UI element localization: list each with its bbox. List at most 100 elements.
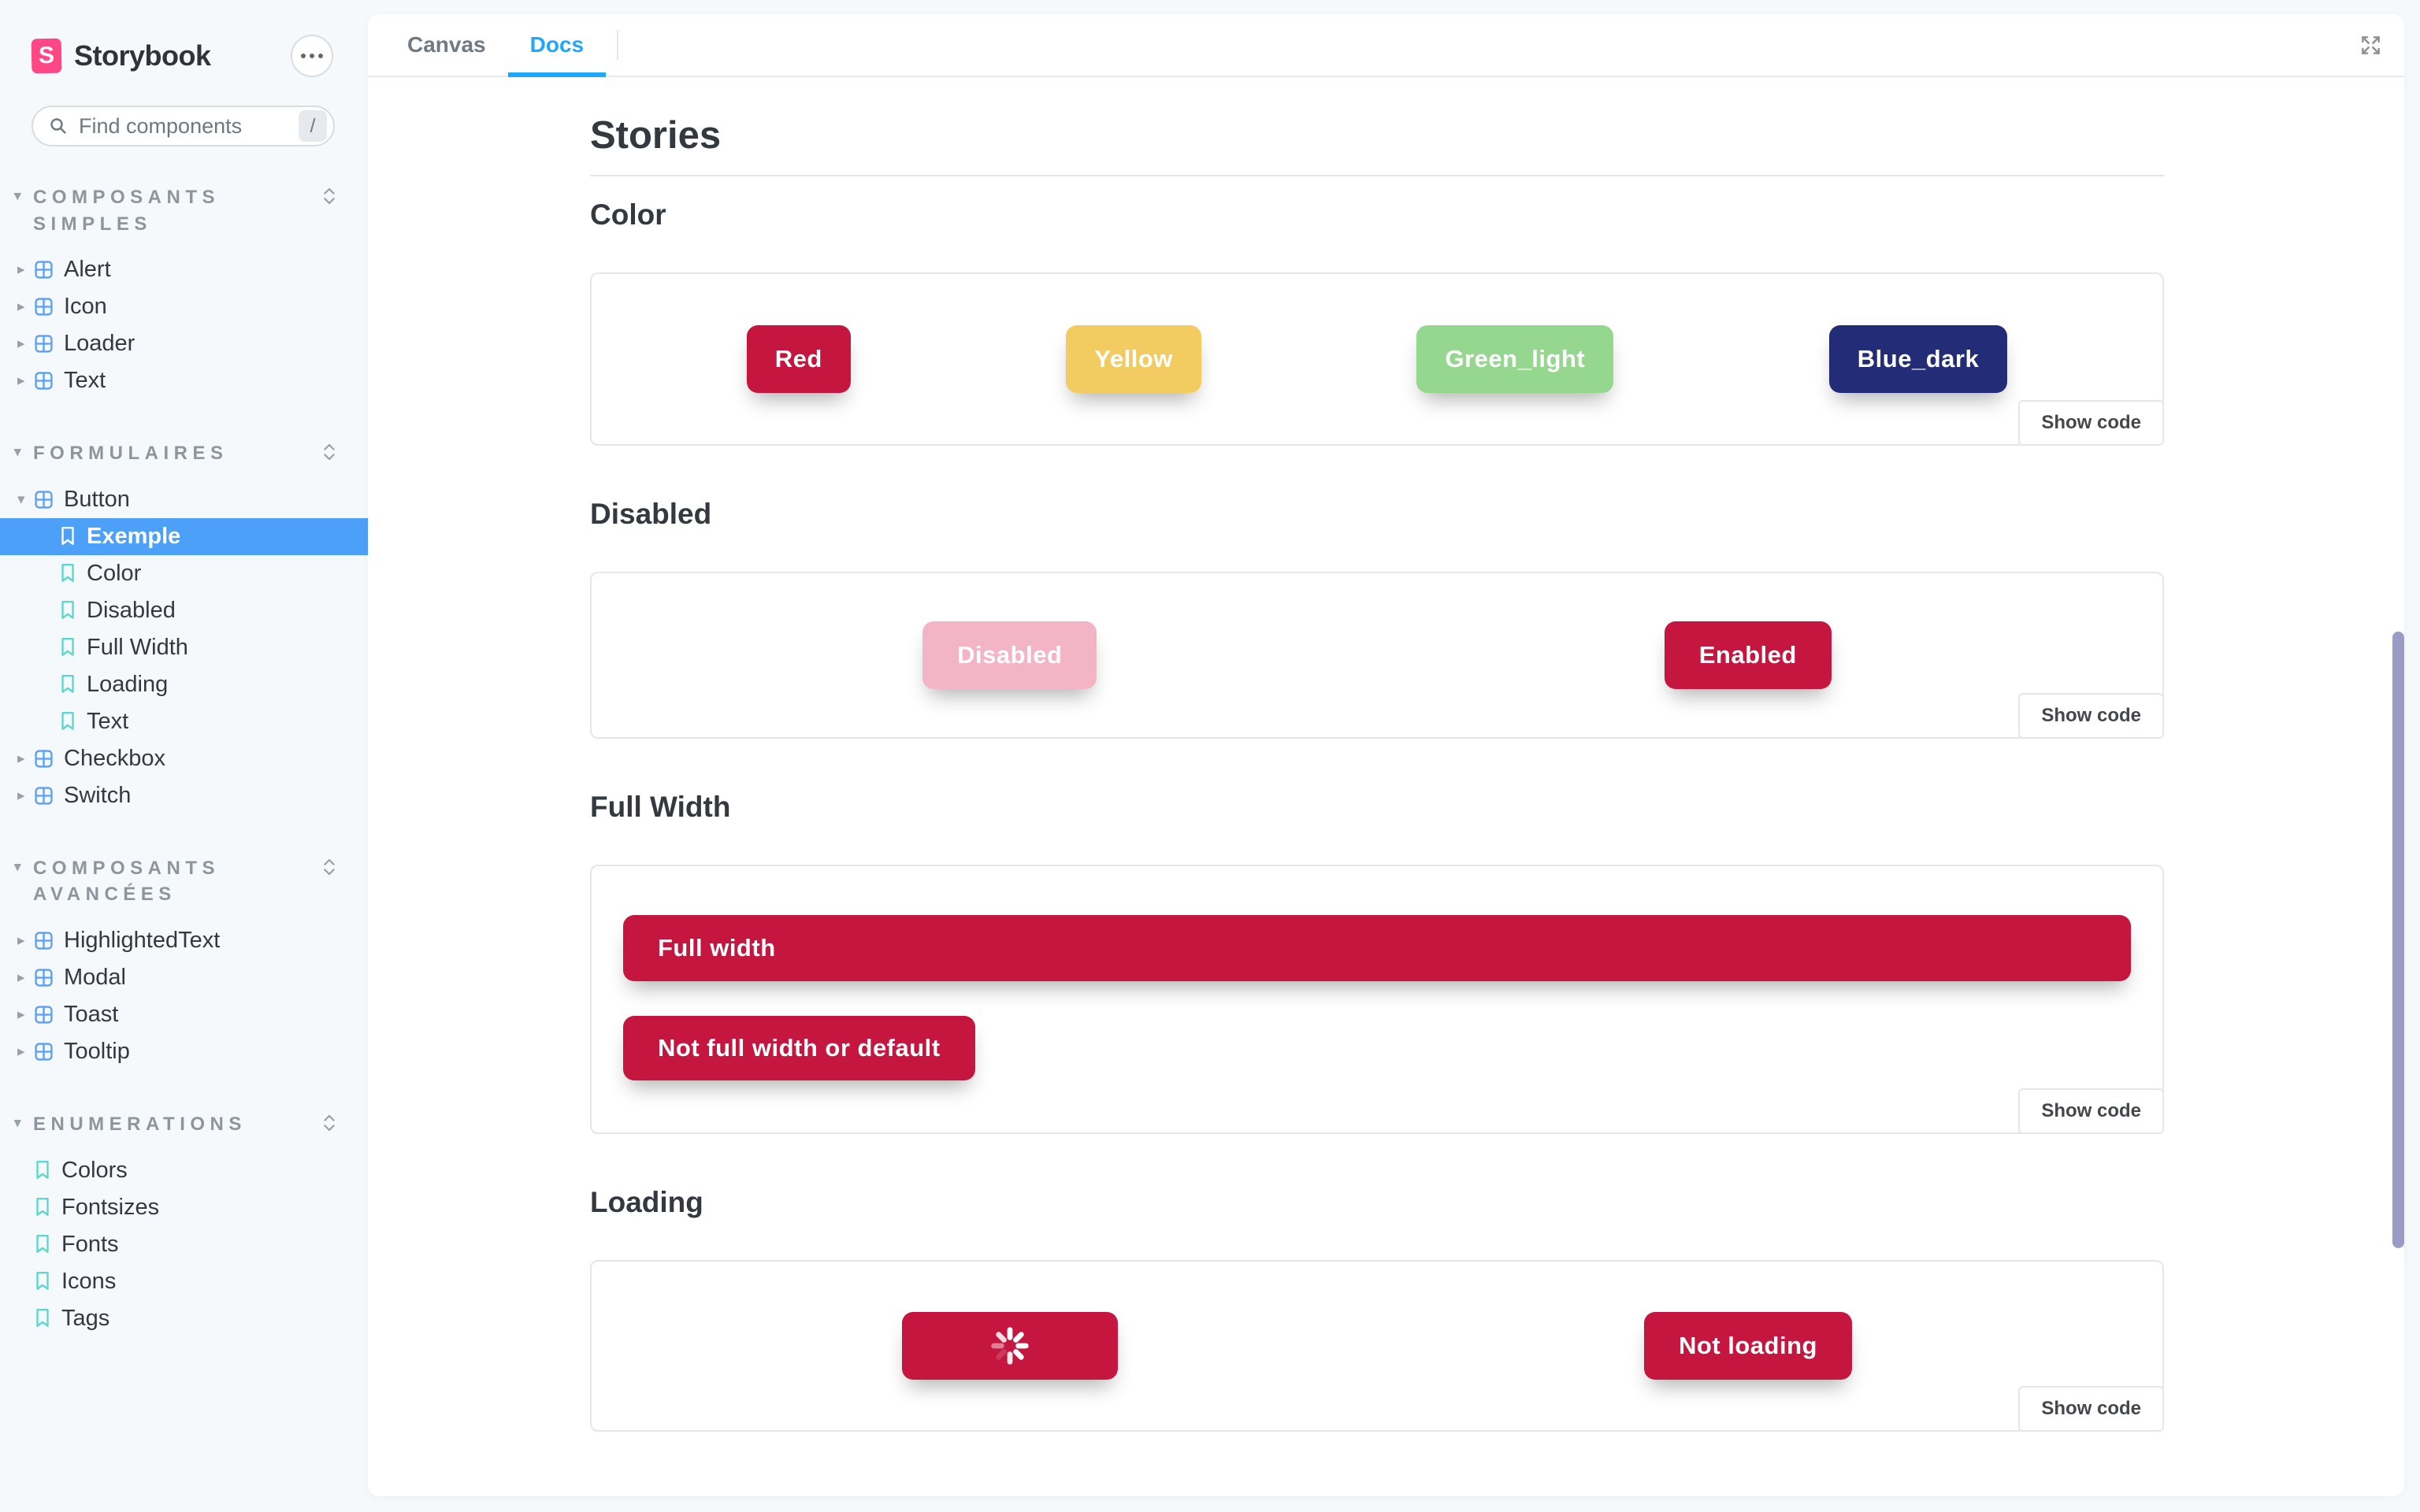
bookmark-icon	[60, 526, 76, 547]
expand-collapse-icon[interactable]	[322, 1113, 336, 1133]
component-icon	[35, 1043, 53, 1061]
expand-collapse-icon[interactable]	[322, 186, 336, 206]
caret-down-icon: ▾	[14, 188, 27, 203]
sidebar-item-tooltip[interactable]: ▸ Tooltip	[17, 1038, 130, 1064]
tree-section-enumerations: ▾ ENUMERATIONS Colors Fontsizes	[0, 1111, 368, 1337]
bookmark-icon	[60, 563, 76, 584]
chevron-right-icon[interactable]: ▸	[17, 1006, 25, 1023]
story-preview-disabled: Disabled Enabled Show code	[590, 572, 2164, 739]
sidebar-item-alert[interactable]: ▸ Alert	[17, 257, 111, 283]
sidebar-item-icon[interactable]: ▸ Icon	[17, 294, 107, 320]
not-full-width-button[interactable]: Not full width or default	[623, 1016, 975, 1080]
brand-title: Storybook	[74, 39, 211, 72]
bookmark-icon	[60, 674, 76, 695]
sidebar-story-color[interactable]: Color	[0, 555, 368, 592]
section-header[interactable]: ▾ COMPOSANTS AVANCÉES	[0, 855, 368, 908]
loading-button[interactable]	[902, 1312, 1118, 1380]
expand-collapse-icon[interactable]	[322, 857, 336, 877]
tree-section-composants-simples: ▾ COMPOSANTS SIMPLES ▸ Alert ▸ Icon	[0, 184, 368, 399]
sidebar-story-full-width[interactable]: Full Width	[0, 629, 368, 666]
doc-section-full-width: Full Width Full width Not full width or …	[590, 791, 2164, 1134]
section-heading: Loading	[590, 1186, 703, 1218]
bookmark-icon	[60, 600, 76, 621]
sidebar-item-checkbox[interactable]: ▸ Checkbox	[17, 745, 165, 771]
search-input[interactable]	[77, 113, 289, 139]
sidebar-item-button[interactable]: ▾ Button	[17, 486, 130, 512]
sidebar-item-modal[interactable]: ▸ Modal	[17, 964, 126, 990]
sidebar-menu-button[interactable]	[291, 35, 333, 77]
expand-collapse-icon[interactable]	[322, 442, 336, 462]
sidebar-item-text[interactable]: ▸ Text	[17, 368, 106, 394]
chevron-right-icon[interactable]: ▸	[17, 787, 25, 804]
chevron-right-icon[interactable]: ▸	[17, 335, 25, 353]
sidebar-story-tags[interactable]: Tags	[0, 1300, 368, 1337]
sidebar-story-fontsizes[interactable]: Fontsizes	[0, 1189, 368, 1226]
chevron-right-icon[interactable]: ▸	[17, 932, 25, 949]
section-header[interactable]: ▾ FORMULAIRES	[0, 440, 368, 467]
sidebar-item-highlightedtext[interactable]: ▸ HighlightedText	[17, 927, 221, 953]
tree-section-composants-avancees: ▾ COMPOSANTS AVANCÉES ▸ HighlightedText …	[0, 855, 368, 1070]
blue-dark-button[interactable]: Blue_dark	[1828, 325, 2008, 393]
sidebar-story-exemple[interactable]: Exemple	[0, 517, 368, 555]
story-preview-full-width: Full width Not full width or default Sho…	[590, 865, 2164, 1134]
show-code-button[interactable]: Show code	[2018, 1088, 2164, 1134]
sidebar-story-loading[interactable]: Loading	[0, 666, 368, 703]
caret-down-icon: ▾	[14, 858, 27, 874]
component-icon	[35, 1006, 53, 1024]
fullscreen-button[interactable]	[2336, 14, 2404, 76]
sidebar-item-toast[interactable]: ▸ Toast	[17, 1001, 119, 1027]
search-shortcut-key: /	[299, 110, 327, 142]
sidebar-story-fonts[interactable]: Fonts	[0, 1226, 368, 1263]
scrollbar-thumb[interactable]	[2392, 632, 2404, 1248]
docs-page: Stories Color Red Yellow Green_light Blu…	[368, 77, 2404, 1496]
logo-letter: S	[38, 42, 55, 69]
chevron-right-icon[interactable]: ▸	[17, 372, 25, 390]
sidebar-item-switch[interactable]: ▸ Switch	[17, 782, 132, 808]
disabled-button[interactable]: Disabled	[922, 621, 1097, 689]
caret-down-icon: ▾	[14, 1114, 27, 1130]
caret-down-icon: ▾	[14, 444, 27, 460]
tab-divider	[617, 30, 619, 60]
story-preview-color: Red Yellow Green_light Blue_dark Show co…	[590, 272, 2164, 446]
section-heading: Full Width	[590, 791, 731, 823]
section-heading: Color	[590, 198, 666, 231]
sidebar-item-loader[interactable]: ▸ Loader	[17, 331, 135, 357]
tab-canvas[interactable]: Canvas	[407, 32, 486, 57]
sidebar: S Storybook / ▾ COMPOSANTS SIMPLES	[0, 0, 368, 1512]
yellow-button[interactable]: Yellow	[1066, 325, 1201, 393]
show-code-button[interactable]: Show code	[2018, 400, 2164, 446]
storybook-logo-icon: S	[31, 38, 62, 74]
sidebar-story-disabled[interactable]: Disabled	[0, 592, 368, 629]
tab-docs[interactable]: Docs	[507, 14, 607, 77]
chevron-right-icon[interactable]: ▸	[17, 261, 25, 279]
ellipsis-icon	[318, 54, 323, 58]
chevron-right-icon[interactable]: ▸	[17, 1043, 25, 1060]
red-button[interactable]: Red	[746, 325, 851, 393]
chevron-right-icon[interactable]: ▸	[17, 969, 25, 986]
bookmark-icon	[35, 1160, 50, 1180]
show-code-button[interactable]: Show code	[2018, 1386, 2164, 1432]
full-width-button[interactable]: Full width	[623, 915, 2131, 981]
component-icon	[35, 787, 53, 805]
component-icon	[35, 372, 53, 390]
component-icon	[35, 261, 53, 279]
section-header[interactable]: ▾ COMPOSANTS SIMPLES	[0, 184, 368, 237]
component-icon	[35, 335, 53, 353]
chevron-right-icon[interactable]: ▸	[17, 298, 25, 316]
show-code-button[interactable]: Show code	[2018, 693, 2164, 739]
enabled-button[interactable]: Enabled	[1664, 621, 1832, 689]
not-loading-button[interactable]: Not loading	[1644, 1312, 1852, 1380]
tree-section-formulaires: ▾ FORMULAIRES ▾ Button Exemple	[0, 440, 368, 814]
chevron-down-icon[interactable]: ▾	[17, 491, 25, 508]
preview-panel: Canvas Docs Stories Color Red	[368, 14, 2404, 1496]
component-icon	[35, 298, 53, 316]
sidebar-story-colors[interactable]: Colors	[0, 1152, 368, 1189]
bookmark-icon	[35, 1197, 50, 1217]
component-icon	[35, 969, 53, 987]
sidebar-story-text[interactable]: Text	[0, 703, 368, 740]
section-header[interactable]: ▾ ENUMERATIONS	[0, 1111, 368, 1138]
sidebar-story-icons[interactable]: Icons	[0, 1263, 368, 1300]
green-light-button[interactable]: Green_light	[1416, 325, 1614, 393]
chevron-right-icon[interactable]: ▸	[17, 750, 25, 767]
search-box[interactable]: /	[32, 106, 335, 146]
